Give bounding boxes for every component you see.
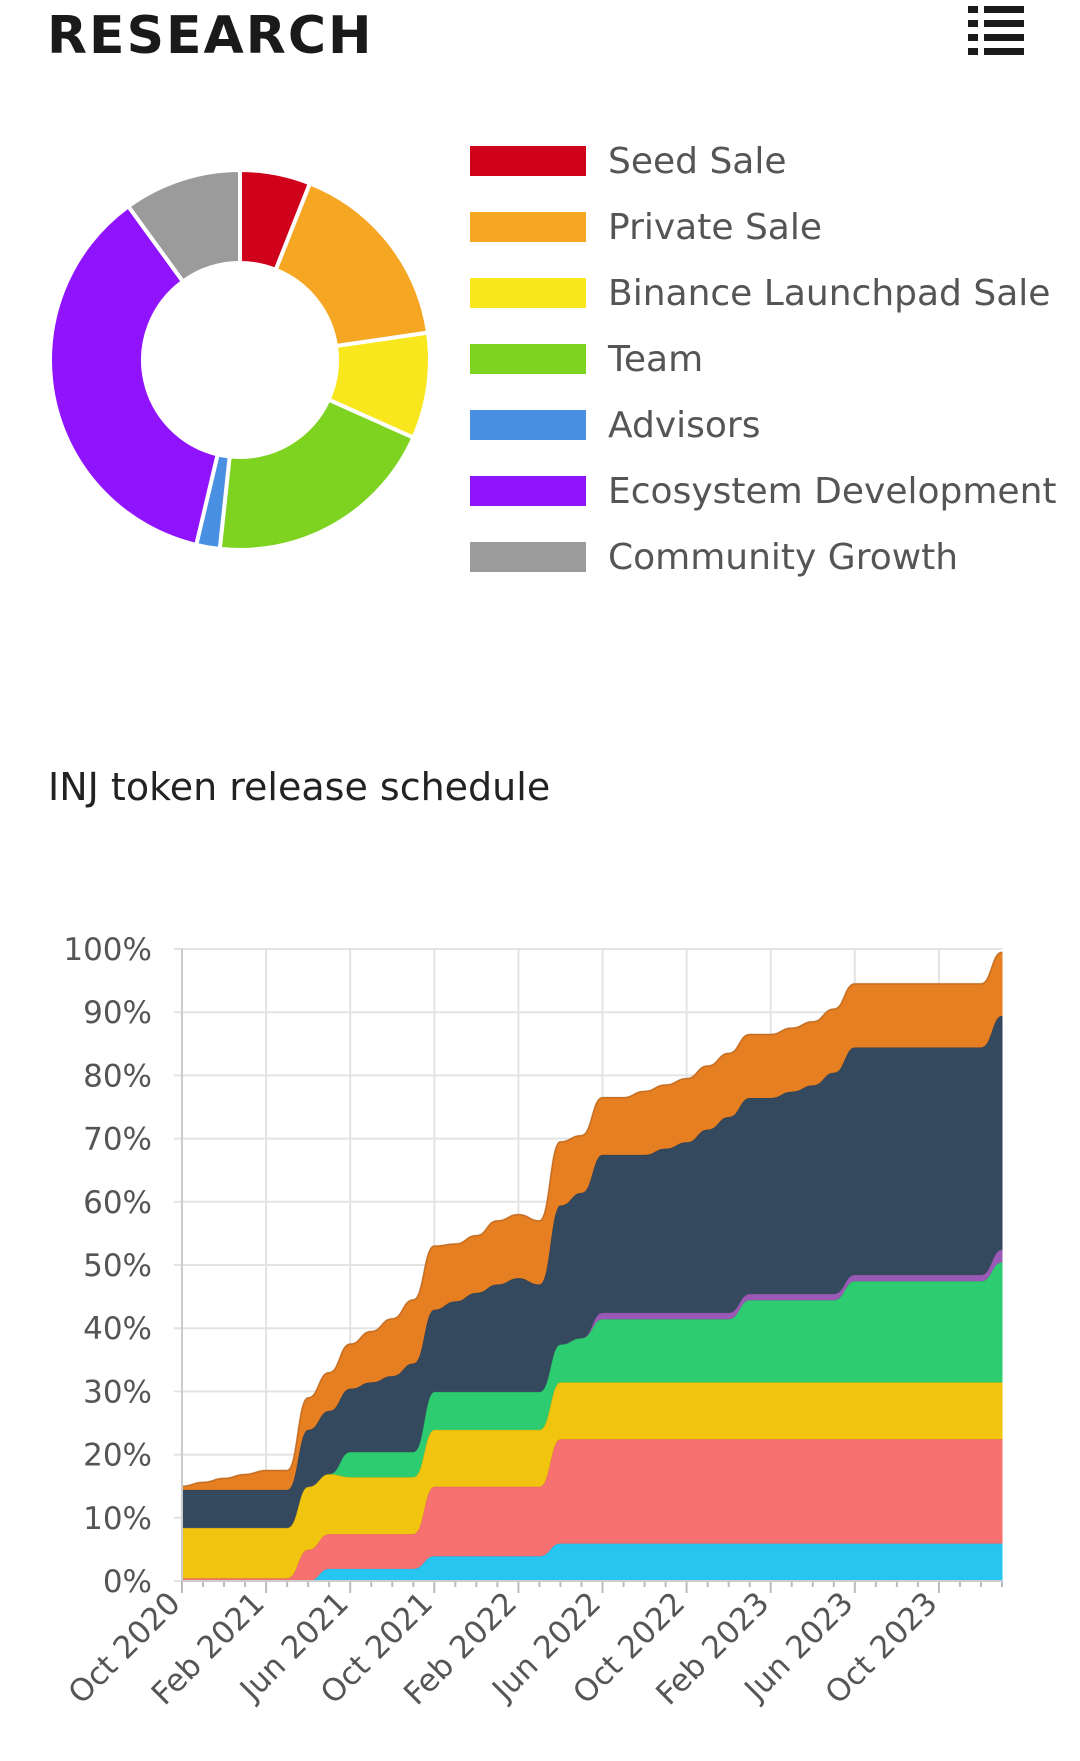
area-series-6 [181,951,1003,1490]
y-tick-label: 0% [103,1564,152,1600]
legend-swatch [470,410,586,440]
page-title: RESEARCH [47,6,374,66]
legend-label: Team [608,339,704,380]
legend-swatch [470,146,586,176]
legend-swatch [470,542,586,572]
release-schedule-chart: 0%10%20%30%40%50%60%70%80%90%100%Oct 202… [62,932,1003,1712]
legend-label: Advisors [608,405,761,446]
legend-label: Binance Launchpad Sale [608,273,1051,314]
y-tick-label: 90% [83,995,152,1031]
allocation-donut-chart [48,167,432,552]
y-tick-label: 80% [83,1058,152,1094]
legend-swatch [470,476,586,506]
legend-swatch [470,344,586,374]
legend-label: Ecosystem Development [608,471,1057,512]
y-tick-label: 100% [63,932,152,968]
donut-slice-ecosystem-development [48,203,221,548]
legend-swatch [470,278,586,308]
y-tick-label: 40% [83,1311,152,1347]
legend-swatch [470,212,586,242]
y-tick-label: 70% [83,1122,152,1158]
legend-label: Private Sale [608,207,823,248]
list-menu-icon[interactable] [968,6,1024,56]
donut-slice-community-growth [125,167,242,285]
y-tick-label: 10% [83,1501,152,1537]
y-tick-label: 60% [83,1185,152,1221]
donut-slice-private-sale [273,180,431,349]
legend-label: Seed Sale [608,141,787,182]
schedule-title: INJ token release schedule [48,765,551,809]
y-tick-label: 20% [83,1438,152,1474]
y-tick-label: 30% [83,1374,152,1410]
y-tick-label: 50% [83,1248,152,1284]
area-series-edge [181,951,1003,1488]
legend-label: Community Growth [608,537,959,578]
donut-slice-team [217,396,417,552]
